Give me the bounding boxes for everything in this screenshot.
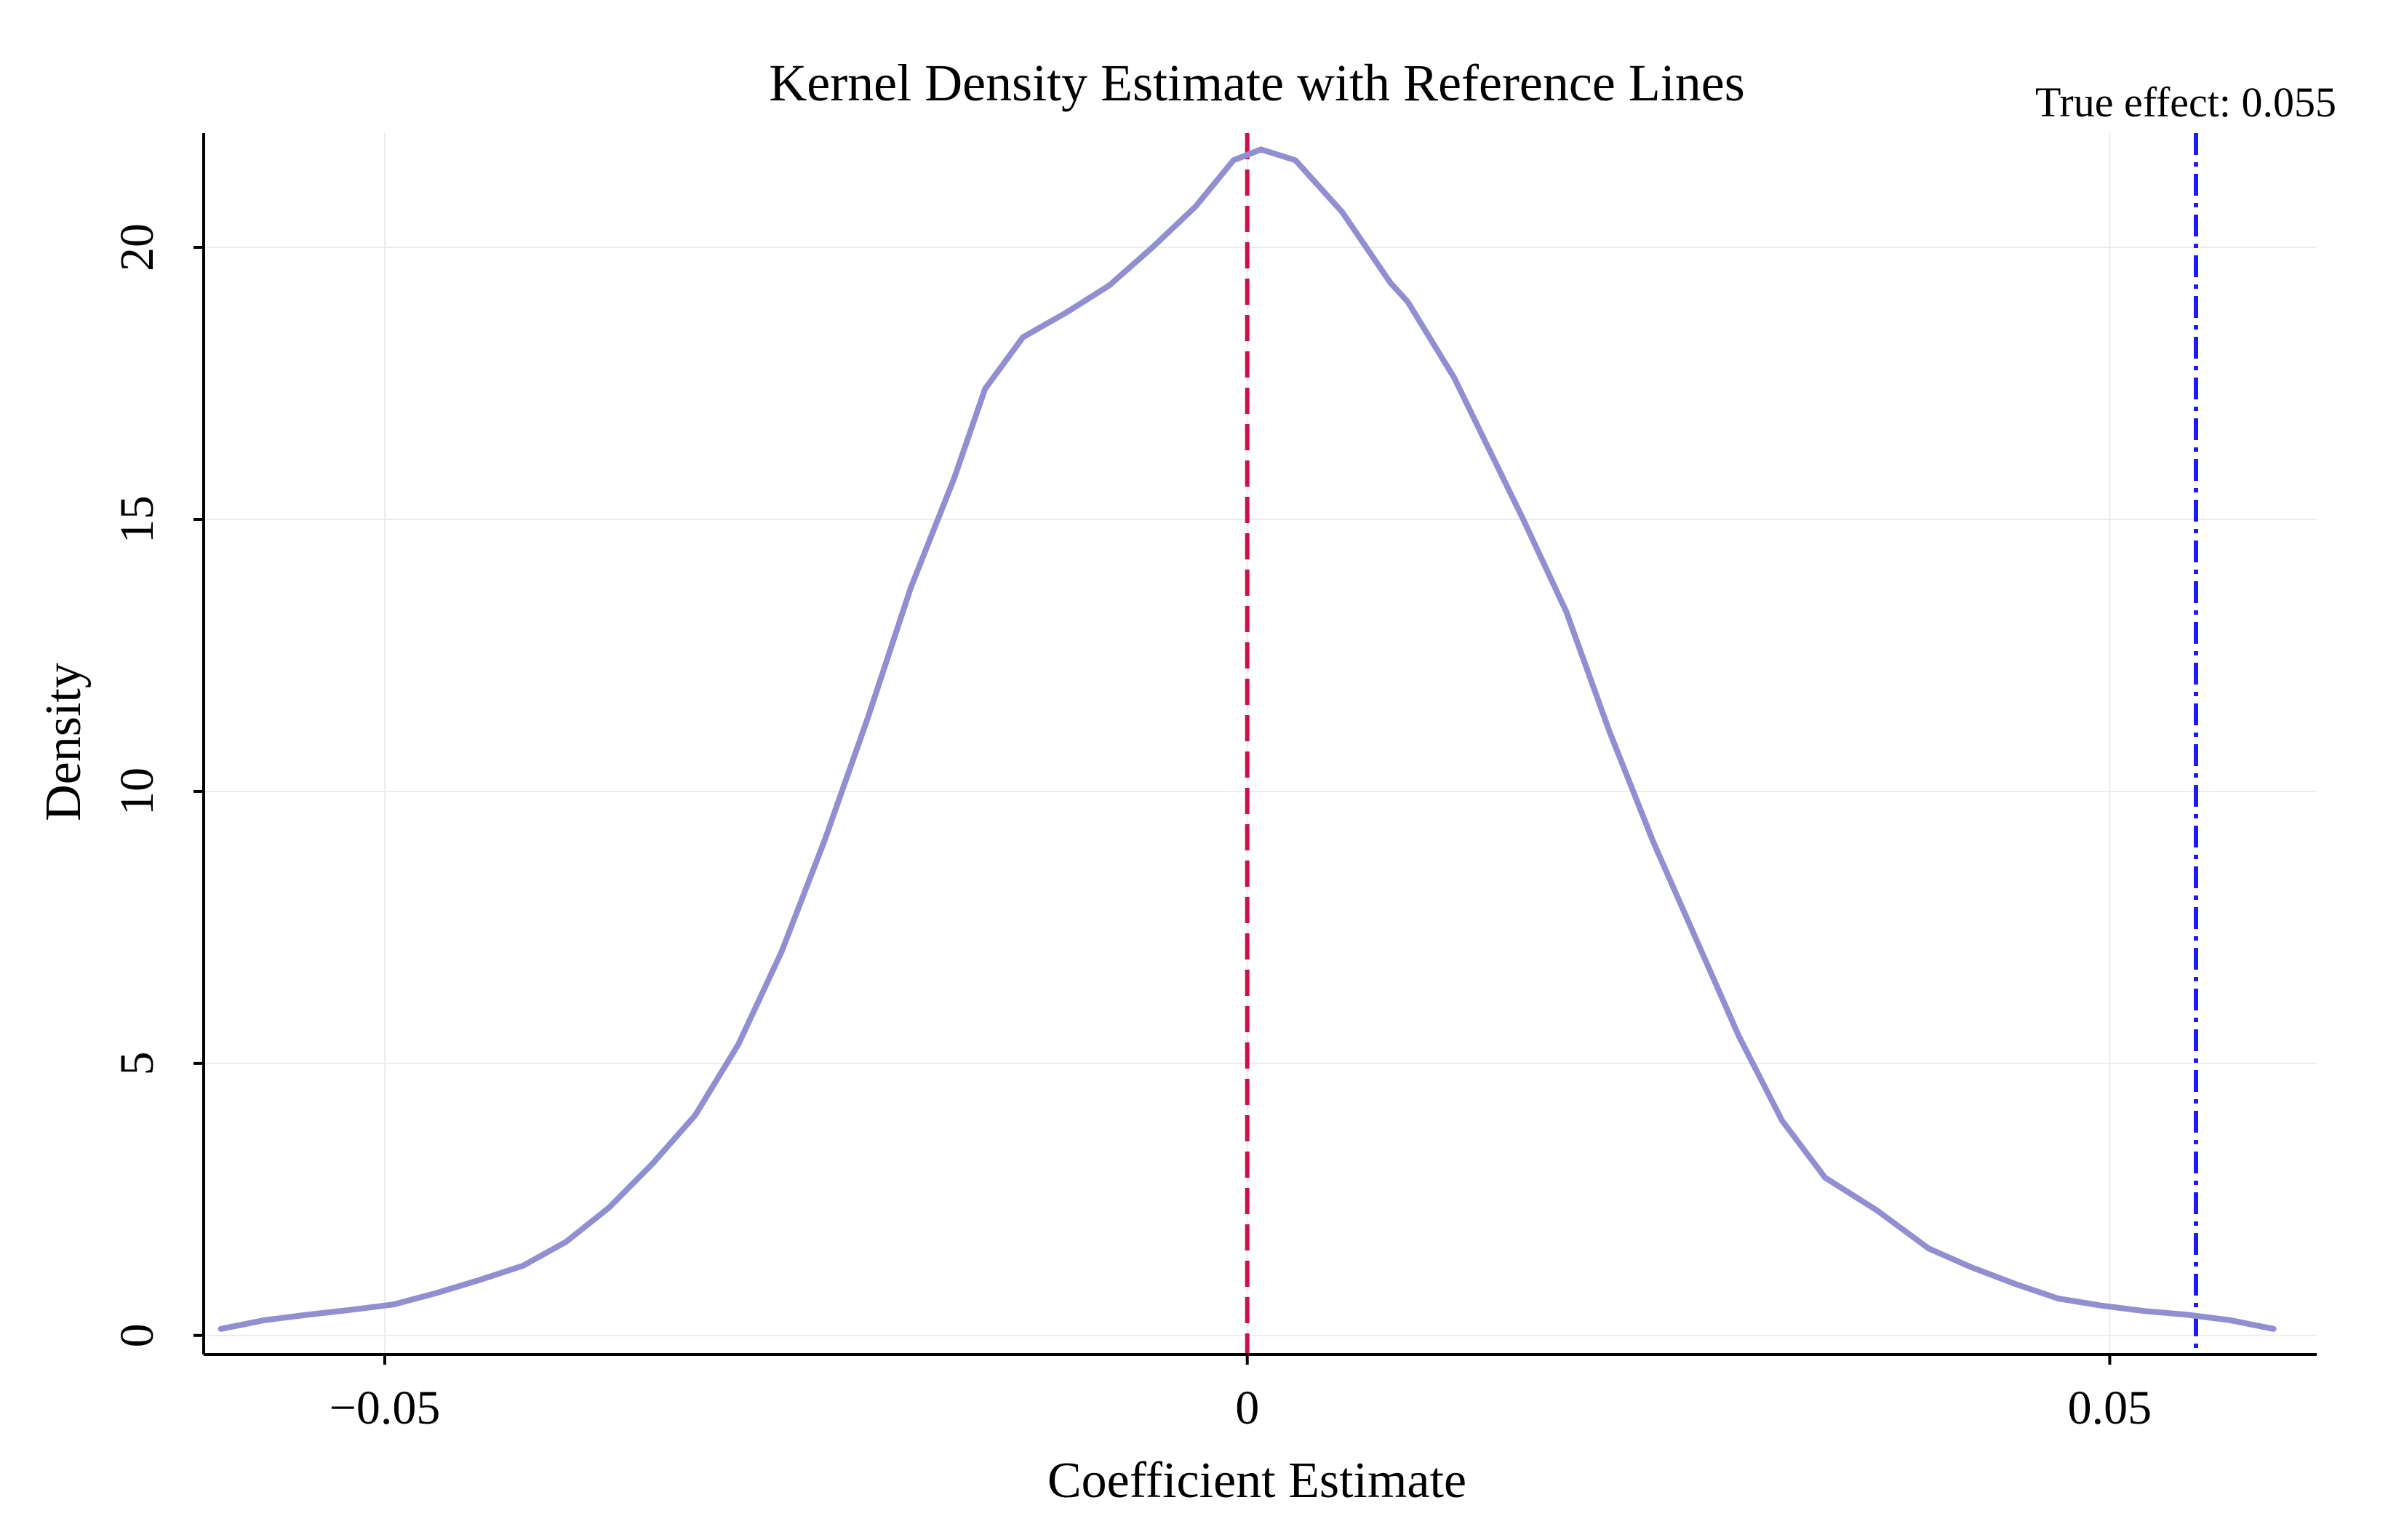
- y-tick-label: 20: [111, 223, 164, 271]
- y-tick-label: 15: [111, 495, 164, 543]
- chart-title: Kernel Density Estimate with Reference L…: [769, 54, 1745, 112]
- grid-layer: [204, 133, 2317, 1355]
- x-tick-label: 0.05: [2068, 1381, 2152, 1435]
- true-effect-annotation: True effect: 0.055: [2035, 79, 2336, 126]
- reference-lines-layer: [1245, 133, 2198, 1355]
- x-tick-label: 0: [1235, 1381, 1259, 1435]
- x-axis-label: Coefficient Estimate: [1047, 1453, 1466, 1509]
- text-layer: Kernel Density Estimate with Reference L…: [36, 54, 2336, 1509]
- y-tick-label: 10: [111, 767, 164, 815]
- x-tick-label: −0.05: [330, 1381, 441, 1435]
- y-tick-label: 0: [111, 1323, 164, 1347]
- series-layer: [217, 146, 2277, 1332]
- density-curve: [217, 146, 2277, 1332]
- y-tick-label: 5: [111, 1051, 164, 1075]
- y-axis-label: Density: [36, 663, 92, 821]
- axes-layer: −0.05 0 0.05 0 5 10 15 20: [111, 133, 2317, 1435]
